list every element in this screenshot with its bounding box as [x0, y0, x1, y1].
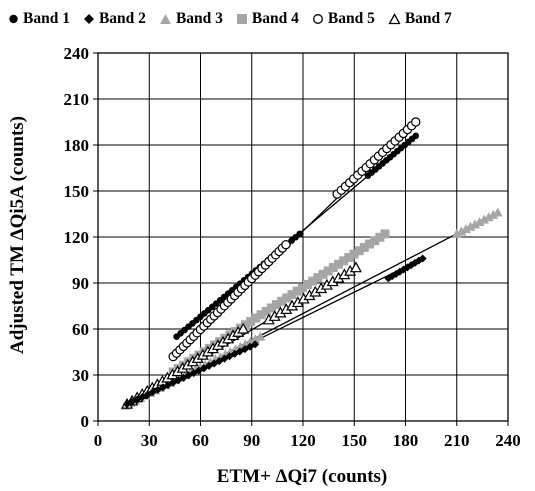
data-point [465, 221, 476, 231]
filled-diamond-icon [83, 14, 94, 24]
data-point [359, 242, 369, 252]
x-tick-label: 150 [342, 431, 368, 450]
y-tick-label: 240 [64, 44, 90, 63]
open-triangle-icon [388, 13, 401, 25]
data-point [281, 239, 291, 250]
legend: Band 1 Band 2 Band 3 Band 4 Band 5 Band … [8, 2, 452, 36]
data-point [418, 254, 427, 263]
data-point [292, 286, 302, 296]
data-point [328, 263, 338, 273]
y-tick-label: 180 [64, 136, 90, 155]
x-tick-label: 210 [444, 431, 470, 450]
data-point [354, 246, 364, 256]
data-point [220, 333, 230, 343]
y-tick-label: 30 [72, 366, 89, 385]
data-point [256, 310, 266, 320]
y-tick-label: 60 [72, 320, 89, 339]
x-tick-label: 60 [192, 431, 209, 450]
x-tick-label: 0 [94, 431, 103, 450]
data-point [272, 300, 281, 310]
data-point [323, 266, 333, 276]
data-point [344, 252, 354, 262]
y-tick-label: 120 [64, 228, 90, 247]
data-point [411, 117, 421, 127]
plot-frame [97, 52, 509, 422]
data-point [277, 296, 287, 306]
legend-label-band-4: Band 4 [251, 10, 299, 27]
data-point [488, 209, 499, 219]
data-point [412, 132, 420, 140]
data-point [460, 224, 471, 234]
y-tick-label: 90 [72, 274, 89, 293]
x-tick-label: 90 [243, 431, 260, 450]
data-point [241, 320, 250, 330]
series-band-5 [168, 117, 421, 362]
legend-item-band-1: Band 1 [8, 10, 70, 28]
data-point [469, 219, 480, 229]
legend-item-band-2: Band 2 [83, 10, 146, 28]
data-point [474, 217, 485, 227]
data-point [251, 313, 261, 323]
x-tick-label: 180 [393, 431, 419, 450]
data-point [282, 293, 292, 303]
data-point [318, 269, 328, 279]
filled-square-icon [236, 14, 247, 24]
data-point [123, 400, 132, 409]
data-point [456, 226, 467, 236]
x-tick-labels: 0 30 60 90 120 150 180 210 240 [94, 431, 521, 450]
data-point [375, 232, 385, 242]
x-axis-label: ETM+ ΔQi7 (counts) [217, 466, 388, 487]
data-point [365, 239, 374, 249]
filled-triangle-icon [159, 14, 171, 24]
data-point [287, 290, 297, 300]
legend-label-band-3: Band 3 [175, 10, 223, 27]
data-point [296, 230, 303, 238]
open-circle-icon [312, 14, 323, 24]
y-tick-labels: 0 30 60 90 120 150 180 210 240 [64, 44, 90, 431]
data-point [349, 249, 359, 259]
data-point [215, 337, 225, 347]
data-point [479, 214, 490, 224]
data-point [492, 207, 503, 217]
data-point [266, 303, 276, 313]
data-point [308, 276, 318, 286]
data-point [255, 331, 266, 341]
data-points [120, 117, 503, 410]
x-tick-label: 30 [141, 431, 158, 450]
data-point [339, 256, 349, 266]
data-point [210, 340, 219, 350]
y-tick-label: 150 [64, 182, 90, 201]
x-tick-label: 120 [290, 431, 316, 450]
legend-item-band-3: Band 3 [159, 10, 223, 28]
data-point [237, 322, 250, 334]
x-tick-label: 240 [495, 431, 521, 450]
data-point [483, 212, 494, 222]
data-point [246, 316, 256, 326]
data-point [349, 261, 362, 273]
y-tick-label: 0 [81, 412, 90, 431]
data-point [370, 236, 380, 246]
data-point [261, 306, 271, 316]
data-point [380, 229, 390, 239]
legend-label-band-1: Band 1 [23, 10, 70, 27]
data-point [297, 283, 307, 293]
filled-circle-icon [9, 14, 18, 24]
legend-label-band-5: Band 5 [327, 10, 375, 27]
legend-label-band-2: Band 2 [98, 10, 146, 27]
y-tick-label: 210 [64, 90, 90, 109]
legend-item-band-5: Band 5 [312, 10, 375, 28]
legend-item-band-4: Band 4 [236, 10, 299, 28]
data-point [303, 279, 312, 289]
data-point [251, 340, 260, 349]
series-band-2 [123, 254, 427, 409]
data-point [334, 259, 343, 269]
data-point [313, 273, 323, 283]
data-point [451, 228, 462, 238]
legend-label-band-7: Band 7 [404, 10, 452, 27]
legend-item-band-7: Band 7 [388, 10, 452, 28]
y-axis-label: Adjusted TM ΔQi5A (counts) [7, 116, 28, 354]
data-point [250, 334, 261, 344]
